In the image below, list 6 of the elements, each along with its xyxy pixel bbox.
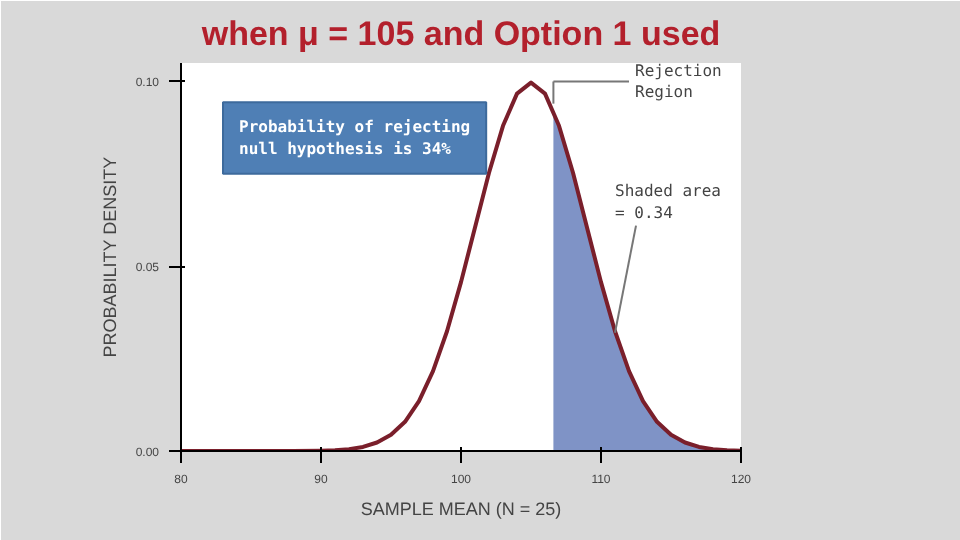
x-axis-title: SAMPLE MEAN (N = 25) xyxy=(360,499,562,519)
annotation: Shaded area = 0.34 xyxy=(615,182,722,222)
chart-title: when μ = 105 and Option 1 used xyxy=(199,15,721,53)
y-axis-title: PROBABILITY DENSITY xyxy=(99,156,120,358)
annotation: Probability of rejecting null hypothesis is 34% xyxy=(239,118,471,158)
annotation: Rejection Region xyxy=(635,61,723,102)
